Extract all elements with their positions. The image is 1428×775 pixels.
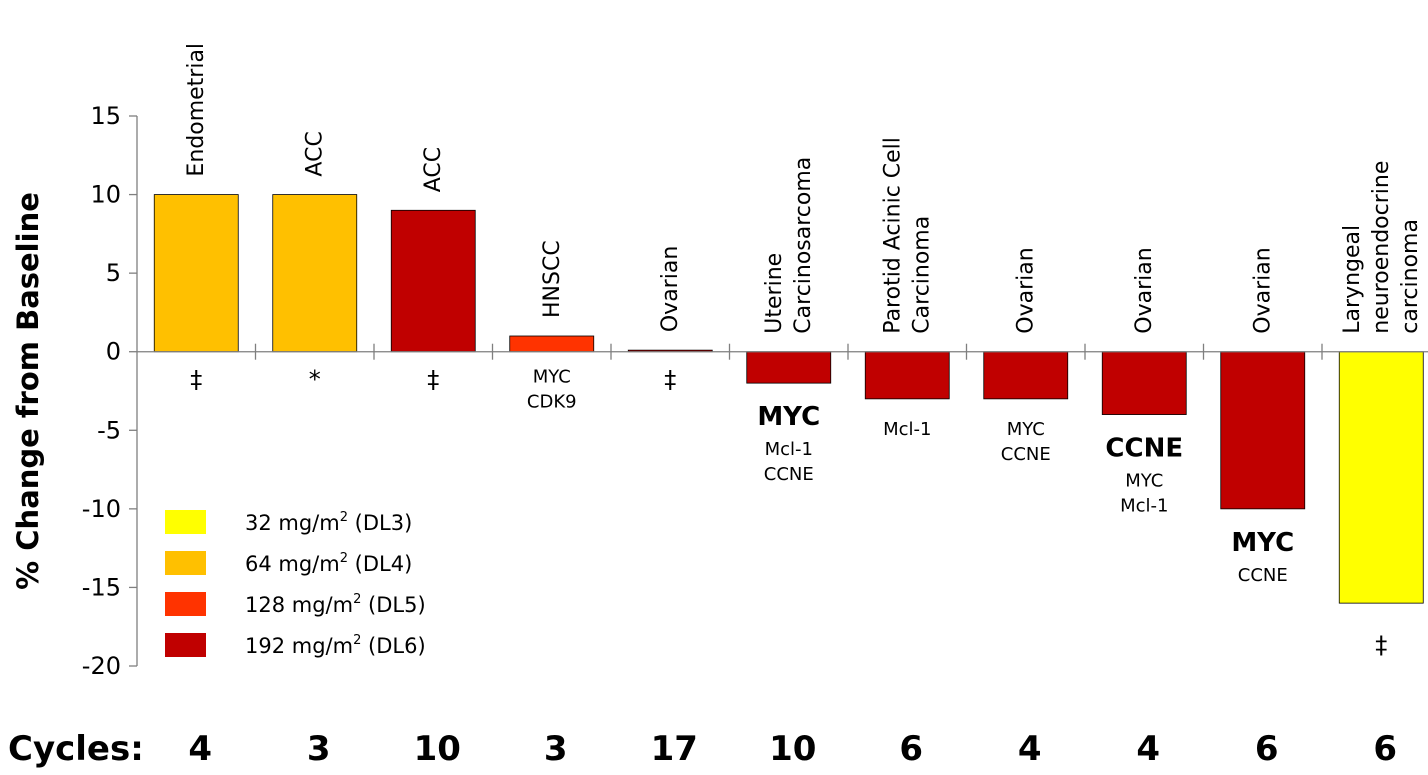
- category-label: Parotid Acinic Cell: [881, 137, 906, 334]
- legend-label: 32 mg/m2 (DL3): [245, 510, 412, 535]
- y-tick-label: -10: [82, 495, 121, 523]
- category-label: ACC: [421, 147, 446, 192]
- bar: [746, 351, 832, 384]
- annotation-gene-bold: MYC: [757, 402, 820, 432]
- y-tick-label: 15: [90, 102, 121, 130]
- legend-swatch: [165, 510, 206, 534]
- annotation-gene-bold: MYC: [1231, 528, 1294, 558]
- legend-swatch: [165, 633, 206, 657]
- annotation-symbol: ‡: [664, 366, 676, 394]
- cycles-value: 10: [769, 729, 816, 769]
- cycles-value: 3: [307, 729, 331, 769]
- annotation-gene: MYC: [1125, 471, 1163, 492]
- annotation-gene: CCNE: [1001, 444, 1051, 465]
- legend-swatch: [165, 551, 206, 575]
- legend-label: 192 mg/m2 (DL6): [245, 633, 426, 658]
- bar: [272, 194, 358, 353]
- cycles-label: Cycles:: [8, 729, 144, 769]
- cycles-value: 10: [414, 729, 461, 769]
- category-label: Ovarian: [1251, 247, 1276, 333]
- category-label: Uterine: [762, 253, 787, 334]
- bar: [509, 335, 595, 353]
- bar: [864, 351, 950, 400]
- category-label: Ovarian: [1132, 247, 1157, 333]
- y-tick-label: 0: [106, 338, 121, 366]
- category-label: neuroendocrine: [1369, 161, 1394, 334]
- cycles-value: 3: [544, 729, 568, 769]
- bar: [1220, 351, 1306, 510]
- annotation-gene: CDK9: [527, 392, 577, 413]
- category-label: Laryngeal: [1340, 225, 1365, 334]
- cycles-value: 6: [1255, 729, 1279, 769]
- annotation-gene-bold: CCNE: [1105, 434, 1183, 464]
- annotation-gene: Mcl-1: [883, 419, 931, 440]
- bar: [1338, 351, 1424, 604]
- cycles-value: 4: [1136, 729, 1160, 769]
- category-label: Carcinoma: [910, 216, 935, 334]
- annotation-symbol: ‡: [1375, 631, 1387, 659]
- category-label: Carcinosarcoma: [791, 157, 816, 334]
- legend-swatch: [165, 592, 206, 616]
- cycles-value: 4: [188, 729, 212, 769]
- y-tick-label: 10: [90, 181, 121, 209]
- legend-label: 64 mg/m2 (DL4): [245, 551, 412, 576]
- category-label: Ovarian: [1014, 247, 1039, 333]
- bar: [153, 194, 239, 353]
- annotation-symbol: ‡: [190, 366, 202, 394]
- cycles-value: 6: [1373, 729, 1397, 769]
- annotation-gene: Mcl-1: [765, 439, 813, 460]
- annotation-gene: Mcl-1: [1120, 496, 1168, 517]
- bar: [1101, 351, 1187, 415]
- category-label: carcinoma: [1398, 219, 1423, 334]
- cycles-value: 17: [651, 729, 698, 769]
- category-label: ACC: [303, 131, 328, 176]
- bar: [983, 351, 1069, 400]
- y-tick-label: -20: [82, 652, 121, 680]
- y-axis-label: % Change from Baseline: [11, 192, 45, 590]
- annotation-gene: MYC: [533, 367, 571, 388]
- annotation-gene: MYC: [1007, 419, 1045, 440]
- annotation-gene: CCNE: [764, 464, 814, 485]
- cycles-value: 6: [899, 729, 923, 769]
- y-tick-label: 5: [106, 259, 121, 287]
- annotation-symbol: ‡: [427, 366, 439, 394]
- annotation-symbol: *: [309, 366, 321, 394]
- category-label: Ovarian: [658, 246, 683, 332]
- annotation-gene: CCNE: [1238, 565, 1288, 586]
- bar: [390, 209, 476, 353]
- category-label: Endometrial: [184, 43, 209, 177]
- category-label: HNSCC: [540, 240, 565, 318]
- cycles-value: 4: [1018, 729, 1042, 769]
- legend-label: 128 mg/m2 (DL5): [245, 592, 426, 617]
- y-tick-label: -15: [82, 573, 121, 601]
- y-tick-label: -5: [97, 416, 121, 444]
